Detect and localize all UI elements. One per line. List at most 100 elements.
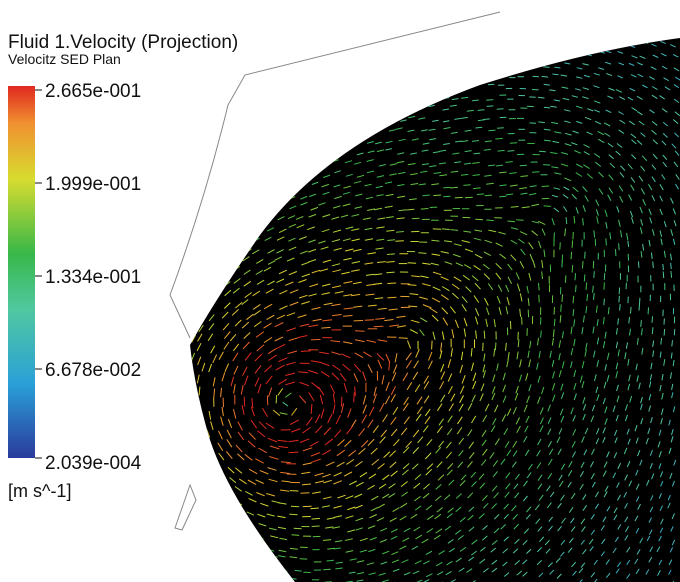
velocity-vector <box>242 203 248 207</box>
velocity-vector <box>308 94 314 96</box>
velocity-vector <box>376 83 382 85</box>
velocity-vector <box>473 51 479 52</box>
velocity-vector <box>206 542 212 546</box>
velocity-vector <box>465 63 471 64</box>
velocity-vector <box>194 442 197 450</box>
velocity-vector <box>418 54 424 55</box>
velocity-vector <box>235 174 241 177</box>
velocity-vector <box>322 94 328 96</box>
velocity-vector <box>183 463 187 470</box>
velocity-vector <box>378 52 384 54</box>
velocity-vector <box>412 218 420 219</box>
velocity-vector <box>289 51 294 53</box>
velocity-vector <box>389 108 396 110</box>
velocity-vector <box>185 533 190 538</box>
velocity-vector <box>199 212 205 216</box>
velocity-vector <box>378 96 384 98</box>
velocity-vector <box>214 81 219 84</box>
velocity-vector <box>235 557 241 560</box>
velocity-vector <box>486 220 493 221</box>
velocity-vector <box>346 84 352 86</box>
velocity-vector <box>268 52 273 54</box>
velocity-vector <box>346 52 352 54</box>
velocity-vector <box>331 76 337 78</box>
velocity-vector <box>189 255 195 260</box>
velocity-vector <box>333 97 339 99</box>
velocity-vector <box>586 282 587 289</box>
velocity-vector <box>322 61 328 63</box>
velocity-vector <box>250 559 257 562</box>
velocity-vector <box>642 41 648 43</box>
velocity-vector <box>346 119 353 121</box>
velocity-vector <box>474 42 480 43</box>
velocity-vector <box>390 98 397 100</box>
velocity-vector <box>224 509 231 514</box>
velocity-vector <box>386 262 395 263</box>
velocity-vector <box>210 213 215 217</box>
velocity-vector <box>453 88 460 89</box>
velocity-vector <box>454 54 461 55</box>
velocity-vector <box>222 97 227 100</box>
cfd-view: Fluid 1.Velocity (Projection) Velocitz S… <box>0 0 680 582</box>
velocity-vector <box>397 41 403 42</box>
velocity-vector <box>378 62 384 64</box>
velocity-vector <box>357 60 363 62</box>
velocity-vector <box>538 122 545 123</box>
velocity-vector <box>456 42 462 43</box>
velocity-vector <box>275 173 281 176</box>
velocity-vector <box>199 158 204 162</box>
velocity-vector <box>289 514 297 515</box>
velocity-vector <box>209 248 215 253</box>
velocity-vector <box>217 554 223 558</box>
tick-label: 2.665e-001 <box>45 81 141 102</box>
velocity-vector <box>619 296 620 303</box>
velocity-vector <box>190 141 195 145</box>
velocity-vector <box>185 509 190 515</box>
velocity-vector <box>231 163 237 167</box>
velocity-vector <box>308 118 314 120</box>
velocity-vector <box>186 344 189 351</box>
velocity-vector <box>355 129 362 131</box>
velocity-vector <box>225 534 232 538</box>
velocity-vector <box>280 42 286 44</box>
velocity-vector <box>269 571 276 573</box>
velocity-vector <box>211 62 217 65</box>
velocity-vector <box>253 61 259 64</box>
velocity-vector <box>276 185 283 188</box>
velocity-vector <box>309 109 315 111</box>
velocity-vector <box>357 120 364 122</box>
velocity-vector <box>584 274 585 281</box>
velocity-vector <box>278 53 284 55</box>
velocity-vector <box>334 62 340 64</box>
velocity-vector <box>307 153 314 156</box>
velocity-vector <box>309 159 316 162</box>
velocity-vector <box>301 172 308 175</box>
velocity-vector <box>354 41 360 43</box>
velocity-vector <box>279 126 285 129</box>
velocity-vector <box>196 523 202 528</box>
velocity-vector <box>215 569 221 573</box>
velocity-vector <box>188 195 193 199</box>
velocity-vector <box>216 547 222 551</box>
velocity-vector <box>275 106 281 109</box>
velocity-vector <box>560 242 561 249</box>
velocity-vector <box>210 292 216 298</box>
velocity-vector <box>198 291 203 297</box>
velocity-vector <box>354 107 360 109</box>
velocity-vector <box>244 397 245 407</box>
velocity-vector <box>222 150 228 153</box>
velocity-vector <box>604 299 605 306</box>
velocity-vector <box>256 226 263 230</box>
velocity-vector <box>187 97 192 100</box>
velocity-vector <box>543 165 550 166</box>
velocity-vector <box>384 51 390 53</box>
velocity-vector <box>311 172 318 175</box>
velocity-vector <box>538 97 544 98</box>
velocity-vector <box>340 40 346 42</box>
velocity-vector <box>233 129 239 132</box>
velocity-vector <box>364 119 371 121</box>
velocity-vector <box>268 115 274 118</box>
velocity-vector <box>209 195 215 199</box>
velocity-vector <box>193 575 198 579</box>
velocity-vector <box>334 139 341 141</box>
